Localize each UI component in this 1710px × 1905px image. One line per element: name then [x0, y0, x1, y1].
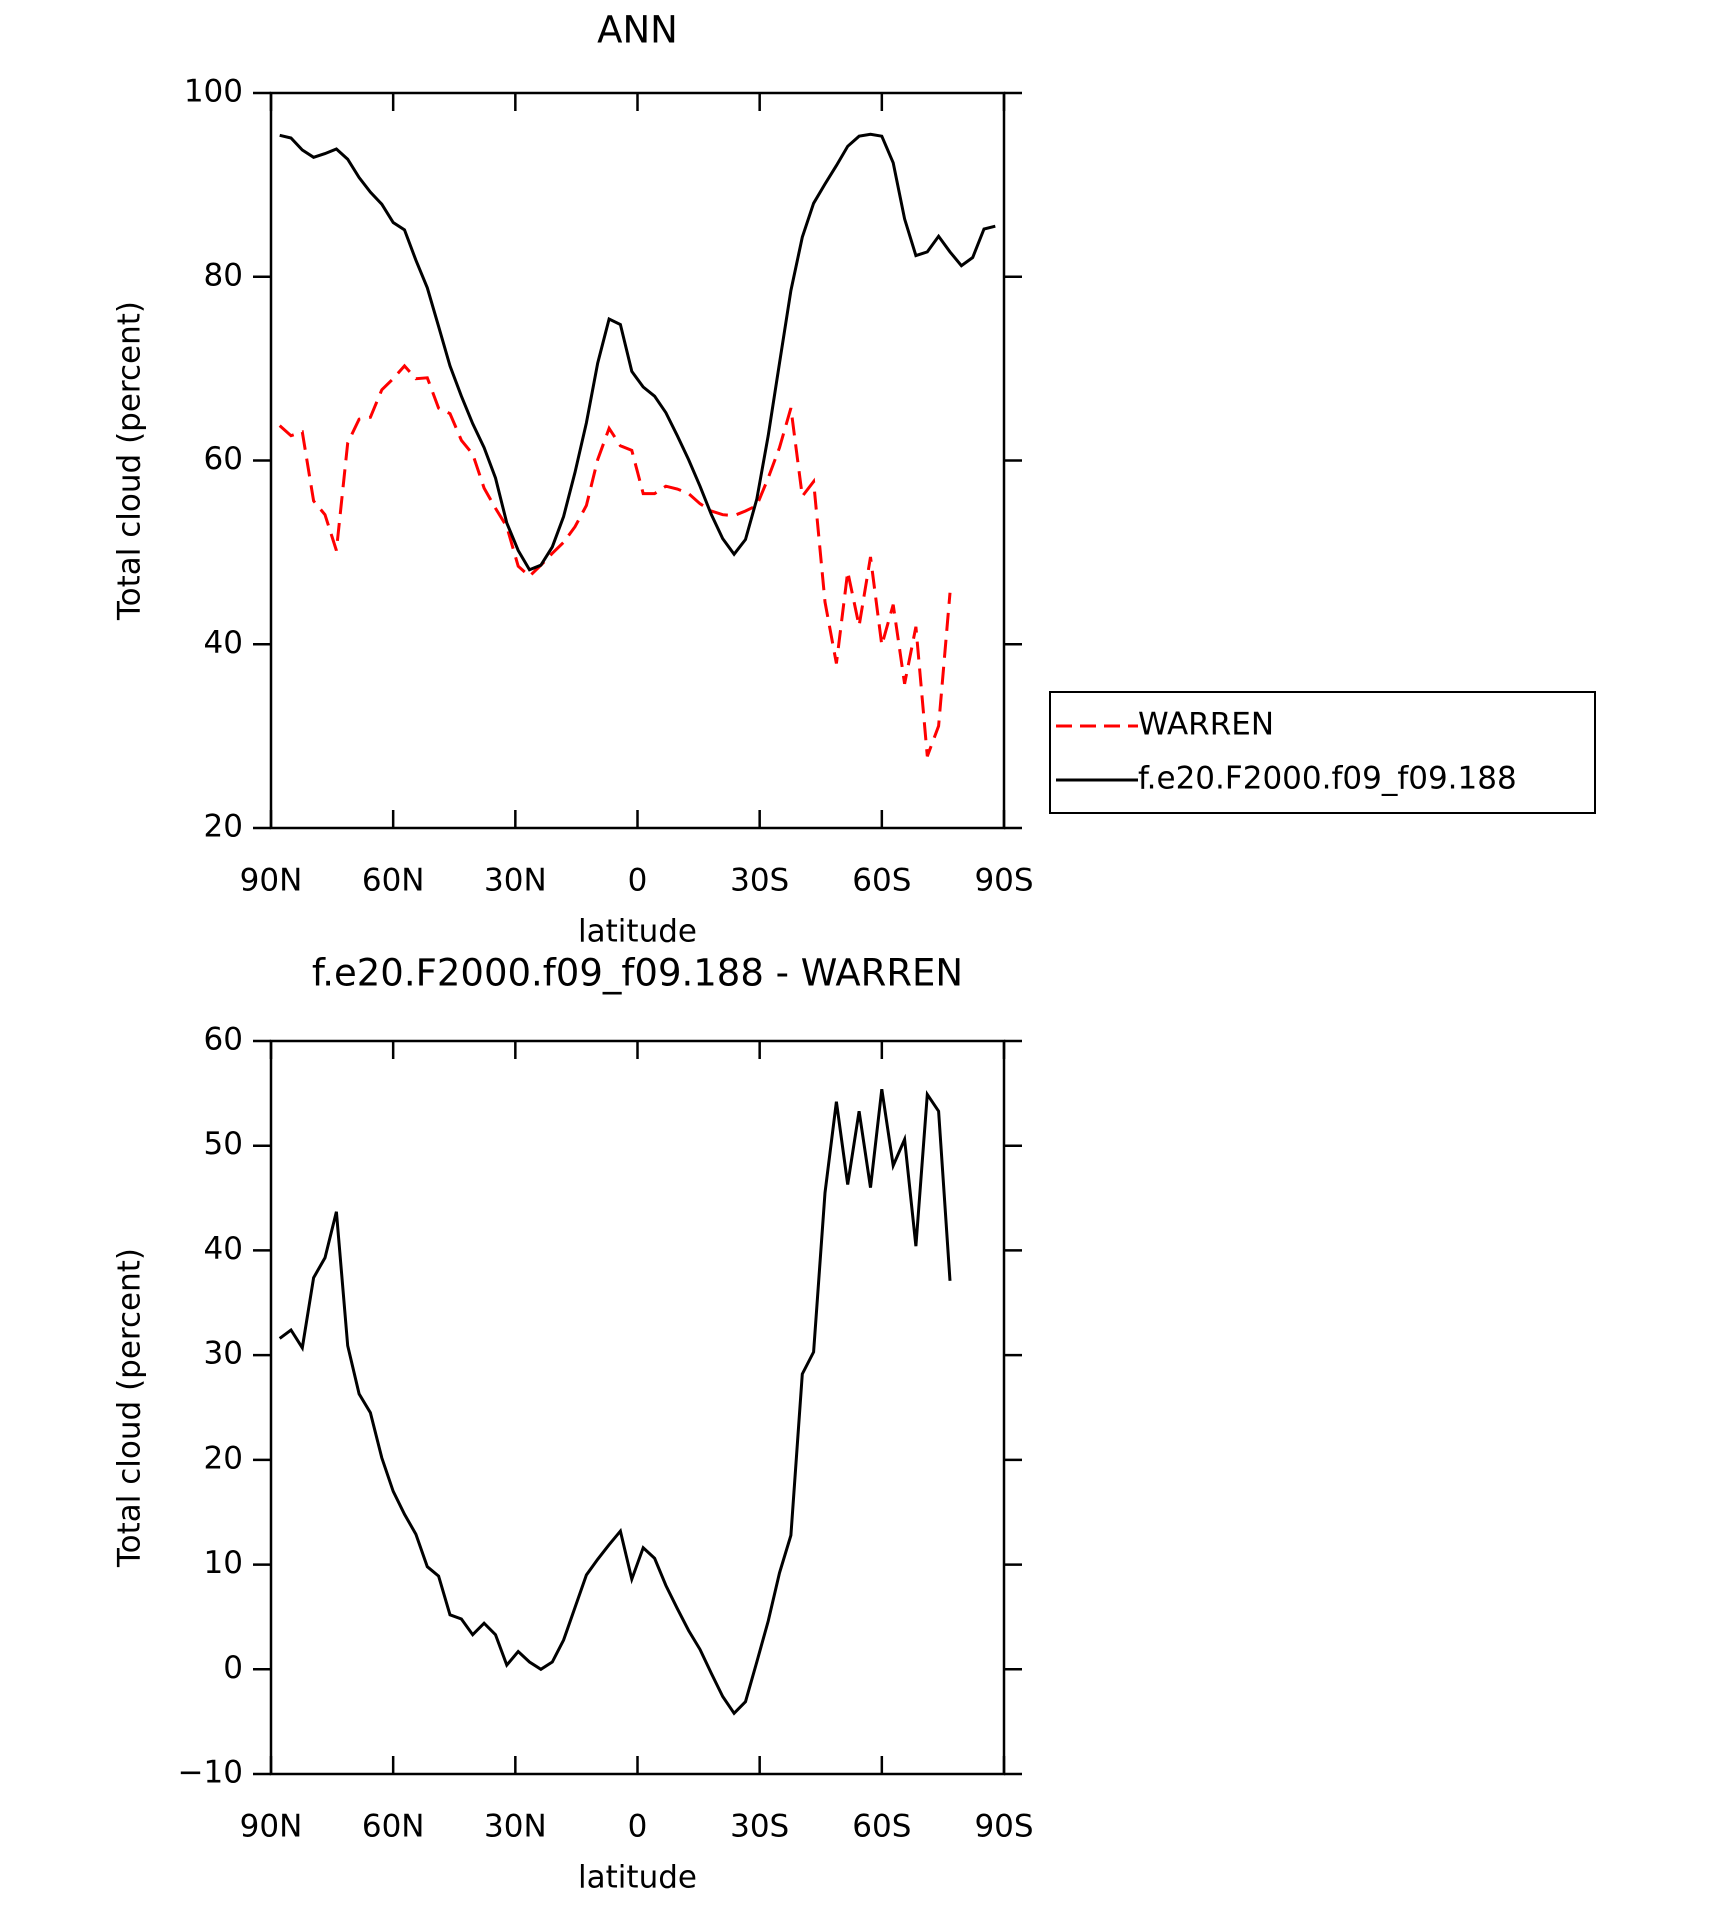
y-tick-label: 100: [184, 74, 243, 110]
y-tick-label: 80: [204, 257, 243, 293]
y-tick-label: 60: [204, 441, 243, 477]
x-tick-label: 30N: [484, 863, 547, 899]
x-tick-label: 30S: [730, 1809, 789, 1845]
y-tick-label: −10: [178, 1755, 243, 1791]
x-tick-label: 60N: [362, 863, 425, 899]
series-line: [279, 132, 996, 572]
plot-frame: [269, 91, 1006, 830]
x-tick-label: 90N: [240, 1809, 303, 1845]
x-tick-label: 30N: [484, 1809, 547, 1845]
y-tick-label: 20: [204, 1440, 243, 1476]
x-tick-label: 30S: [730, 863, 789, 899]
y-tick-label: 40: [204, 1231, 243, 1267]
y-tick-label: 0: [223, 1650, 243, 1686]
legend-box: [1049, 691, 1596, 814]
y-tick-label: 60: [204, 1022, 243, 1058]
plot-frame: [269, 1039, 1006, 1776]
y-tick-label: 50: [204, 1126, 243, 1162]
x-tick-label: 60S: [852, 863, 911, 899]
y-axis-label: Total cloud (percent): [112, 301, 148, 621]
y-tick-label: 10: [204, 1545, 243, 1581]
x-tick-label: 0: [628, 1809, 648, 1845]
y-tick-label: 30: [204, 1336, 243, 1372]
legend-label: WARREN: [1138, 707, 1274, 743]
x-tick-label: 90S: [974, 863, 1033, 899]
x-axis-label: latitude: [578, 914, 697, 950]
x-tick-label: 0: [628, 863, 648, 899]
y-tick-label: 20: [204, 809, 243, 845]
series-line: [278, 1088, 952, 1716]
y-tick-label: 40: [204, 625, 243, 661]
chart-title: ANN: [597, 9, 678, 52]
x-tick-label: 90S: [974, 1809, 1033, 1845]
series-line: [278, 363, 952, 757]
chart-title: f.e20.F2000.f09_f09.188 - WARREN: [312, 952, 963, 995]
x-tick-label: 60S: [852, 1809, 911, 1845]
x-tick-label: 90N: [240, 863, 303, 899]
x-tick-label: 60N: [362, 1809, 425, 1845]
x-axis-label: latitude: [578, 1860, 697, 1896]
y-axis-label: Total cloud (percent): [112, 1248, 148, 1568]
legend-label: f.e20.F2000.f09_f09.188: [1138, 761, 1517, 797]
